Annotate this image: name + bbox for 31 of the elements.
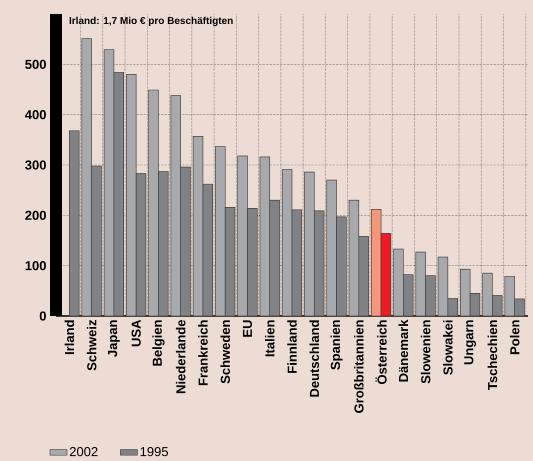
y-tick-label: 300 <box>25 160 46 170</box>
x-tick-label: USA <box>132 320 141 346</box>
annotation: Irland: 1,7 Mio € pro Beschäftigten <box>70 16 233 26</box>
x-tick-label: Tschechien <box>488 320 498 390</box>
x-tick-label: Deutschland <box>309 320 320 397</box>
x-tick-label: Dänemark <box>398 320 408 382</box>
x-tick-label: Niederlande <box>176 320 186 394</box>
y-tick-label: 500 <box>25 60 46 69</box>
y-tick-label: 0 <box>40 311 46 321</box>
x-tick-label: Slowakei <box>443 320 453 375</box>
x-tick-label: Frankreich <box>198 320 208 386</box>
x-tick-label: EU <box>242 320 252 337</box>
y-tick-label: 100 <box>26 261 46 270</box>
x-tick-label: Italien <box>264 320 275 356</box>
x-tick-label: Schweden <box>220 320 230 384</box>
y-tick-label: 200 <box>25 210 46 220</box>
x-tick-label: Belgien <box>152 320 165 366</box>
y-tick-label: 400 <box>24 110 46 120</box>
x-tick-label: Großbritannien <box>354 320 364 413</box>
x-tick-label: Japan <box>108 320 120 357</box>
x-tick-label: Österreich <box>375 320 387 384</box>
legend-label: 2002 <box>70 447 98 456</box>
bar <box>69 130 80 316</box>
x-tick-label: Irland <box>64 320 74 354</box>
x-tick-label: Schweiz <box>86 320 96 370</box>
x-tick-label: Finnland <box>287 320 297 373</box>
x-tick-label: Polen <box>510 320 520 354</box>
x-tick-label: Spanien <box>330 320 343 370</box>
x-tick-label: Slowenien <box>420 320 430 384</box>
legend-label: 1995 <box>140 447 168 456</box>
x-tick-label: Ungarn <box>464 320 476 364</box>
